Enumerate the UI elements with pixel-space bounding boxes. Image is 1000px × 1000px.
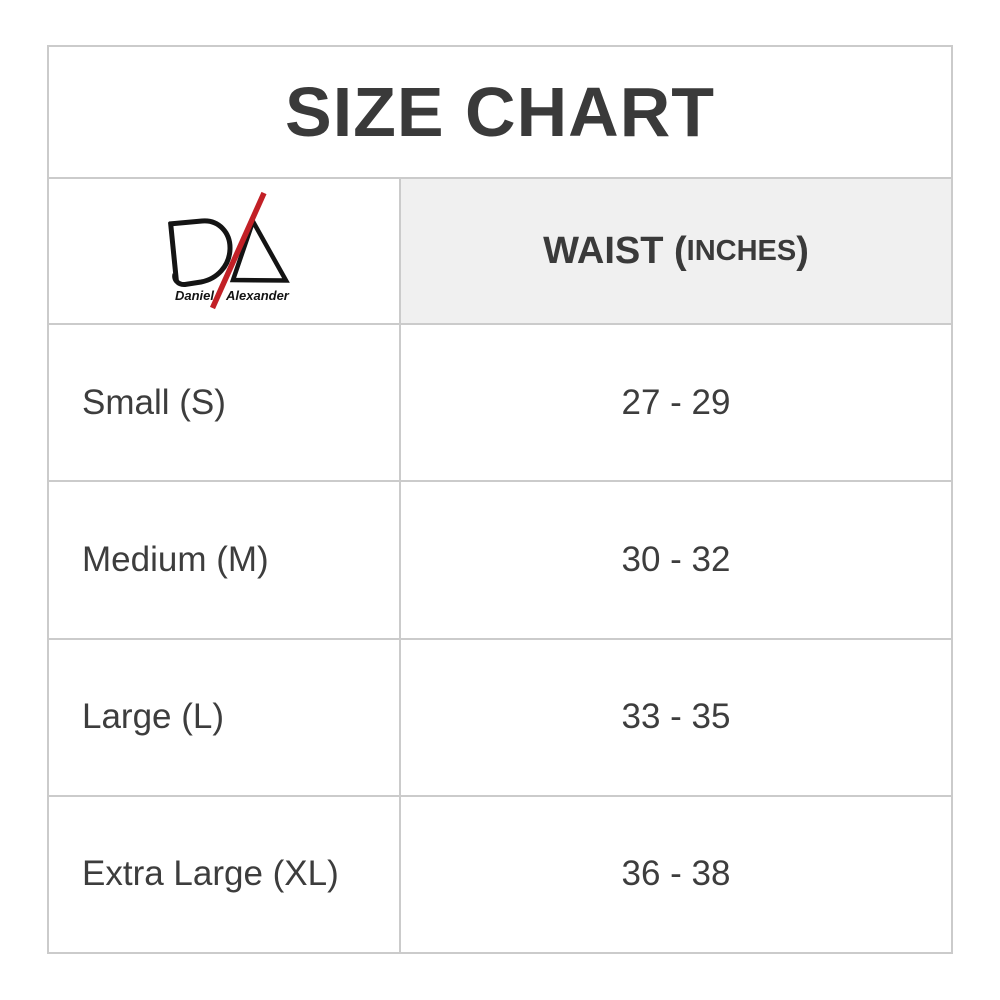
- waist-header-unit: INCHES: [686, 234, 797, 267]
- size-label-extra-large: Extra Large (XL): [49, 794, 399, 952]
- logo-red-slash: [209, 191, 267, 310]
- size-label-small: Small (S): [49, 323, 399, 480]
- size-label-large: Large (L): [49, 637, 399, 795]
- brand-logo-cell: Daniel Alexander: [49, 177, 399, 323]
- waist-header-suffix: ): [796, 229, 809, 272]
- waist-value-medium: 30 - 32: [399, 480, 951, 638]
- size-chart-table: SIZE CHART Daniel Alexander WAIST (INCHE…: [47, 45, 953, 954]
- daniel-alexander-logo-icon: Daniel Alexander: [168, 191, 290, 310]
- logo-d-stem: [168, 221, 179, 283]
- waist-value-large: 33 - 35: [399, 637, 951, 795]
- waist-value-small: 27 - 29: [399, 323, 951, 481]
- waist-value-extra-large: 36 - 38: [399, 794, 951, 952]
- logo-a-triangle: [229, 216, 290, 283]
- logo-d-bowl: [168, 218, 233, 288]
- size-chart-title: SIZE CHART: [285, 73, 715, 151]
- brand-last-name: Alexander: [225, 288, 290, 303]
- size-label-medium: Medium (M): [49, 480, 399, 637]
- waist-header-prefix: WAIST (: [543, 229, 687, 272]
- brand-first-name: Daniel: [175, 288, 214, 303]
- column-header-waist: WAIST (INCHES): [399, 177, 951, 323]
